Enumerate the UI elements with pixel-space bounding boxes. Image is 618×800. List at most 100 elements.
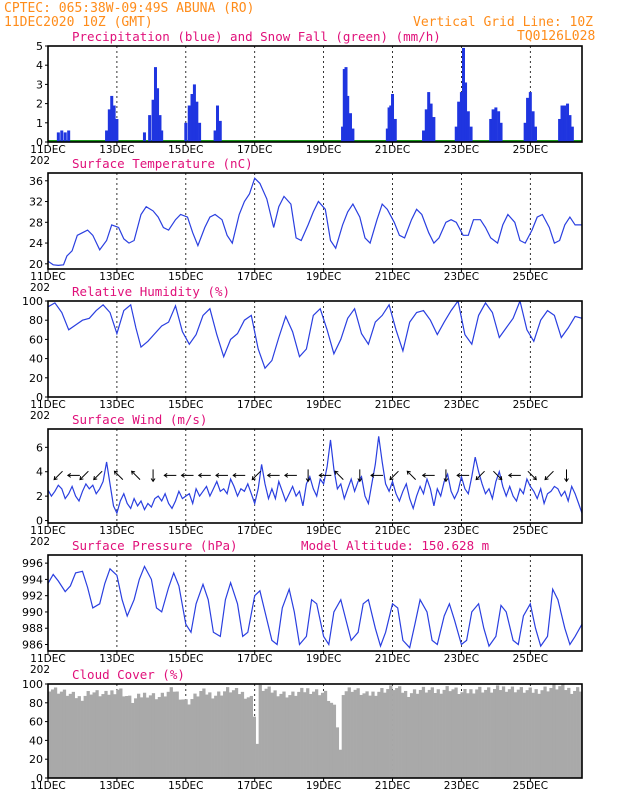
wind-arrow-shaft xyxy=(527,470,537,480)
precip-bar xyxy=(342,69,346,142)
x-tick-label: 23DEC xyxy=(444,399,479,411)
precip-bar xyxy=(526,97,530,142)
x-tick-label: 15DEC xyxy=(168,271,203,283)
precip-bar xyxy=(190,94,194,142)
cloud-bar xyxy=(481,692,485,778)
x-tick-label: 17DEC xyxy=(237,780,272,792)
precip-bar xyxy=(142,132,146,142)
x-tick-label: 15DEC xyxy=(168,653,203,665)
precip-bar xyxy=(213,130,217,142)
panel-frame xyxy=(47,300,583,398)
precip-bar xyxy=(216,105,220,142)
wind-arrow-head xyxy=(93,476,98,481)
precip-bar xyxy=(110,95,114,142)
precip-bar xyxy=(218,120,222,142)
cloud-bar xyxy=(537,693,541,778)
cloud-bar xyxy=(148,695,153,778)
plot-area-cloud xyxy=(48,684,582,778)
model-code: TQ0126L028 xyxy=(517,29,595,44)
x-year-label: 202 xyxy=(30,536,50,548)
wind-arrow-head xyxy=(370,473,375,478)
y-tick-label: 5 xyxy=(36,40,43,53)
x-tick-label: 11DEC xyxy=(30,653,65,665)
panel-frame xyxy=(47,172,583,270)
x-year-label: 202 xyxy=(30,410,50,422)
cloud-bar xyxy=(454,687,458,778)
precip-bar xyxy=(389,105,393,142)
wind-arrow-head xyxy=(197,473,202,478)
cloud-bar xyxy=(513,692,518,778)
x-tick-label: 17DEC xyxy=(237,399,272,411)
wind-arrow-head xyxy=(53,476,58,481)
cloud-bar xyxy=(430,687,434,778)
wind-arrow xyxy=(113,470,124,480)
x-tick-label: 25DEC xyxy=(513,653,548,665)
y-tick-label: 4 xyxy=(36,59,43,72)
wind-arrow xyxy=(493,470,503,481)
cloud-bar xyxy=(306,688,310,778)
y-tick-label: 0 xyxy=(36,391,43,404)
cloud-bar xyxy=(380,688,384,778)
precip-bar xyxy=(528,92,532,142)
x-tick-label: 17DEC xyxy=(237,271,272,283)
precip-bar xyxy=(115,118,119,142)
wind-arrow-head xyxy=(421,473,426,478)
cloud-bar xyxy=(487,687,491,778)
cloud-bar xyxy=(472,693,476,778)
panel-title: Relative Humidity (%) xyxy=(72,284,230,299)
cloud-bar xyxy=(478,686,482,778)
x-tick-label: 25DEC xyxy=(513,144,548,156)
precip-bar xyxy=(393,118,397,142)
x-tick-label: 25DEC xyxy=(513,525,548,537)
cloud-bar xyxy=(303,692,307,778)
cloud-bar xyxy=(377,691,381,778)
y-tick-label: 2 xyxy=(36,490,43,503)
cloud-bar xyxy=(279,693,283,778)
cloud-bar xyxy=(460,692,464,778)
cloud-bar xyxy=(555,689,559,778)
series-line-rh xyxy=(48,301,582,370)
cloud-bar xyxy=(231,690,236,778)
precip-bar xyxy=(497,111,501,142)
precip-bar xyxy=(422,130,426,142)
cloud-bar xyxy=(350,691,354,778)
cloud-bar xyxy=(466,693,470,778)
cloud-bar xyxy=(83,695,87,778)
cloud-bar xyxy=(504,691,509,778)
precip-bar xyxy=(63,132,67,142)
cloud-bar xyxy=(134,698,138,778)
y-tick-label: 990 xyxy=(22,606,43,619)
cloud-bar xyxy=(220,695,224,778)
wind-arrow xyxy=(251,470,261,481)
cloud-bar xyxy=(128,695,132,778)
wind-arrow xyxy=(421,473,435,478)
y-tick-label: 32 xyxy=(29,196,43,209)
x-tick-label: 15DEC xyxy=(168,399,203,411)
precip-bar xyxy=(533,126,537,142)
cloud-bar xyxy=(122,696,126,778)
wind-arrow-head xyxy=(113,470,118,475)
cloud-bar xyxy=(498,690,503,778)
y-tick-label: 988 xyxy=(22,622,43,635)
cloud-bar xyxy=(359,694,363,778)
precip-bar xyxy=(198,122,202,142)
cloud-bar xyxy=(439,693,443,778)
cloud-bar xyxy=(332,704,337,778)
wind-arrow-shaft xyxy=(79,470,89,480)
x-year-label: 202 xyxy=(30,155,50,167)
cloud-bar xyxy=(137,693,141,778)
cloud-bar xyxy=(65,695,70,778)
wind-arrow-head xyxy=(532,476,537,481)
precip-bar xyxy=(459,92,463,142)
y-tick-label: 60 xyxy=(29,333,43,346)
wind-arrow xyxy=(527,470,537,481)
cloud-bar xyxy=(323,690,328,778)
panel-title: Surface Pressure (hPa) xyxy=(72,538,238,553)
x-tick-label: 19DEC xyxy=(306,271,341,283)
x-tick-label: 13DEC xyxy=(99,653,134,665)
wind-arrow xyxy=(53,470,63,481)
x-tick-label: 13DEC xyxy=(99,399,134,411)
cloud-bar xyxy=(187,704,191,778)
cloud-bar xyxy=(98,696,102,778)
plot-area-pressure xyxy=(48,555,582,651)
